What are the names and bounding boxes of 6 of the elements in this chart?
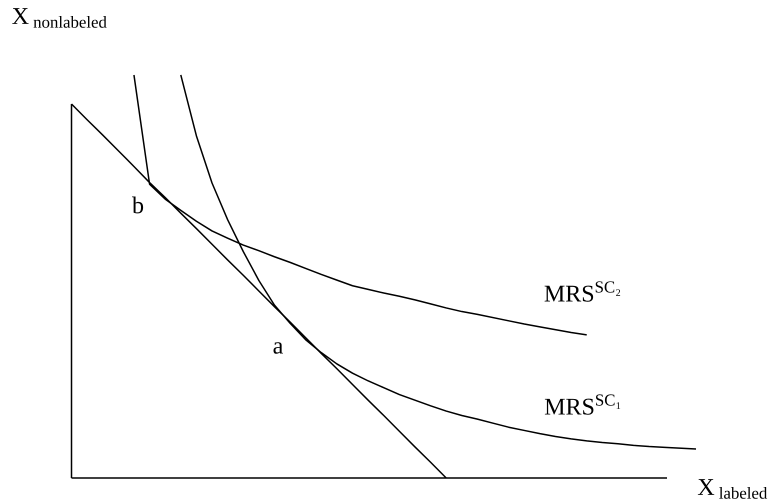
- x-axis-title: $\mathrm{X}\,_{\mathrm{labeled}}$: [698, 479, 768, 499]
- series-label: MRS$^{SC₁}$: [544, 394, 620, 415]
- y-axis-title: $\mathrm{X}\,_{\mathrm{nonlabeled}}$: [12, 8, 107, 28]
- annotation: b: [132, 196, 144, 214]
- annotation: a: [274, 342, 284, 354]
- series-label: MRS$^{SC₂}$: [544, 281, 620, 302]
